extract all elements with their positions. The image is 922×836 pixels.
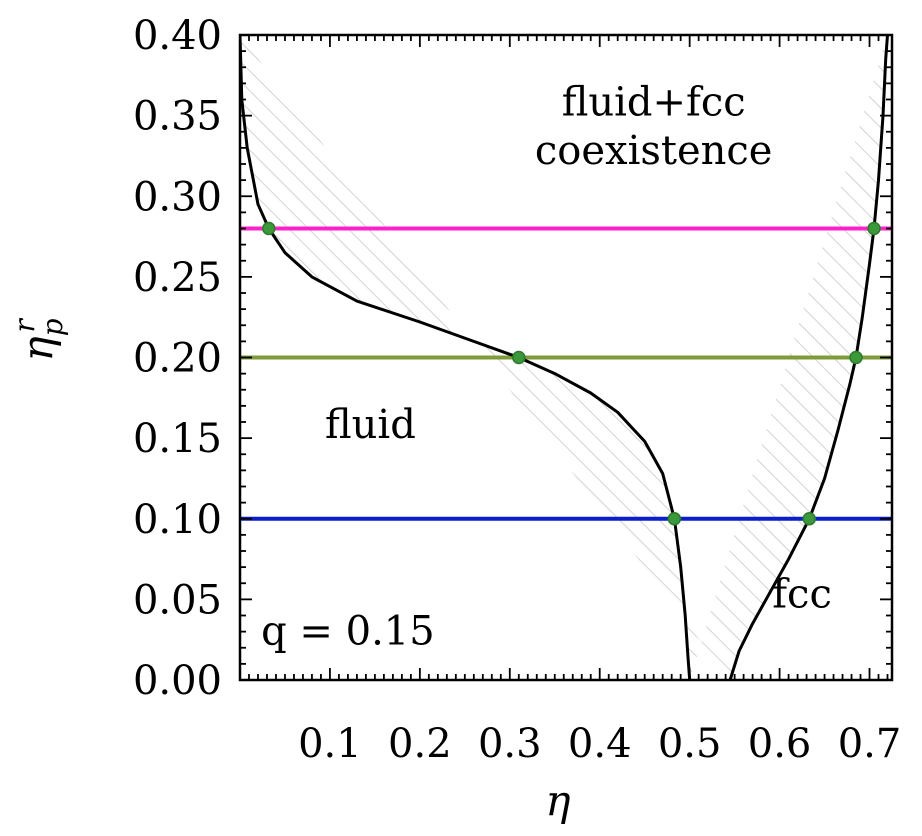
y-tick-label: 0.05 [133, 577, 222, 623]
annotation-0: fluid+fcc [562, 80, 746, 126]
coexistence-point-0-0 [262, 221, 276, 236]
x-tick-label: 0.6 [748, 721, 812, 767]
y-axis-title: ηpr [8, 317, 69, 361]
y-tick-label: 0.30 [133, 174, 222, 220]
x-tick-label: 0.2 [388, 721, 452, 767]
x-axis-title: η [545, 776, 570, 825]
x-tick-label: 0.4 [568, 721, 632, 767]
coexistence-point-0-1 [867, 221, 881, 236]
y-tick-label: 0.20 [133, 336, 222, 382]
y-tick-label: 0.10 [133, 497, 222, 543]
x-tick-label: 0.1 [298, 721, 362, 767]
x-tick-label: 0.5 [658, 721, 722, 767]
y-tick-label: 0.35 [133, 94, 222, 140]
y-tick-label: 0.15 [133, 416, 222, 462]
y-tick-label: 0.40 [133, 13, 222, 59]
annotation-2: fluid [325, 402, 416, 448]
annotation-1: coexistence [535, 128, 773, 174]
binodal-curve-1 [728, 35, 889, 680]
x-tick-label: 0.7 [838, 721, 902, 767]
annotation-4: q = 0.15 [261, 609, 435, 655]
y-tick-label: 0.00 [133, 658, 222, 704]
coexistence-point-2-0 [667, 512, 682, 526]
coexistence-point-1-0 [512, 350, 526, 365]
y-tick-label: 0.25 [133, 255, 222, 301]
coexistence-point-1-1 [849, 350, 863, 365]
coexistence-point-2-1 [802, 512, 817, 526]
x-tick-label: 0.3 [478, 721, 542, 767]
annotation-3: fcc [772, 571, 832, 617]
